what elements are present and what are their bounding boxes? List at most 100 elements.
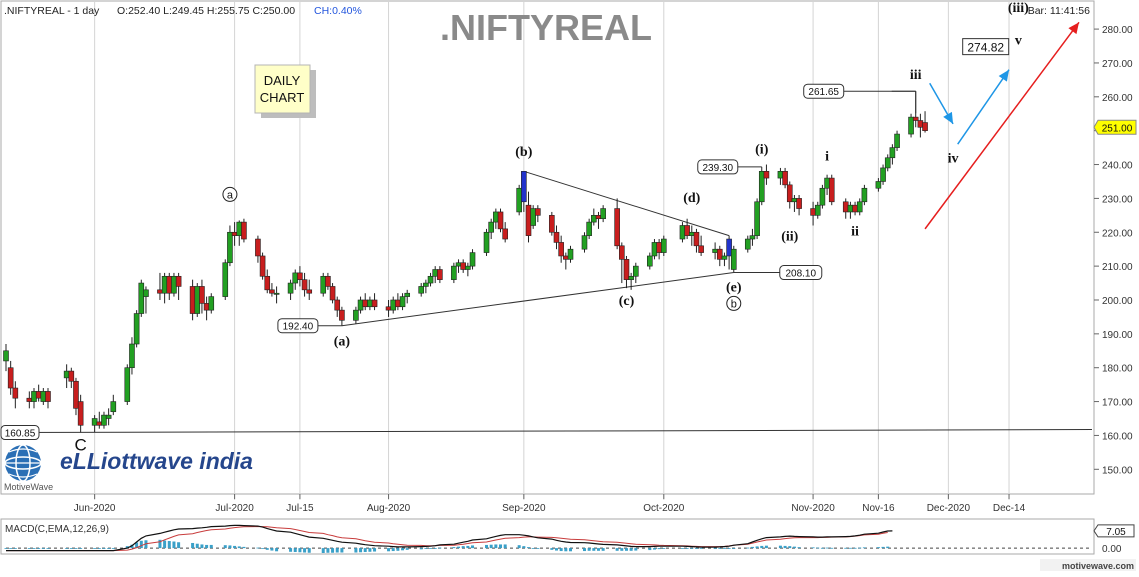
candle [497,208,504,233]
app-name: MotiveWave [4,482,53,492]
macd-histogram-bar [727,548,731,549]
macd-histogram-bar [13,548,17,549]
macd-histogram-bar [461,546,465,549]
candle [693,228,700,253]
candle [12,381,19,409]
candle [521,171,527,212]
macd-histogram-bar [261,548,265,549]
macd-histogram-bar [97,548,101,549]
candle [763,164,770,185]
macd-histogram-bar [433,548,437,549]
forecast-arrow [924,21,1080,230]
candle [819,184,826,209]
macd-histogram-bar [522,546,526,549]
macd-histogram-bar [783,545,787,549]
wave-label: (e) [726,281,742,296]
macd-line [6,524,893,552]
candle [101,411,107,429]
y-tick-label: 180.00 [1102,364,1133,375]
macd-histogram-bar [788,546,792,549]
macd-histogram-bar [718,548,722,549]
footer-site: motivewave.com [1062,561,1134,571]
y-tick-label: 210.00 [1102,262,1133,273]
y-tick-label: 220.00 [1102,228,1133,239]
candle [437,266,443,284]
macd-histogram-bar [592,548,596,551]
candle [628,272,634,290]
macd-histogram-bar [471,545,475,549]
macd-histogram-bar [167,541,171,549]
macd-histogram-bar [629,548,633,551]
candle [241,218,247,243]
price-tag-label: 208.10 [785,269,816,280]
candle [716,245,723,267]
wave-label: a [222,186,238,202]
triangle-trendline [523,170,730,237]
candle [469,249,476,270]
macd-histogram-bar [713,548,717,549]
macd-histogram-bar [326,548,330,553]
macd-histogram-bar [46,548,50,549]
macd-histogram-bar [177,542,181,549]
macd-histogram-bar [4,548,8,549]
macd-histogram-bar [233,545,237,549]
candle [133,310,140,348]
note-line-2: CHART [260,90,305,105]
candle [814,201,821,219]
triangle-trendline [341,272,734,327]
macd-histogram-bar [648,548,652,551]
macd-histogram-bar [256,547,260,549]
macd-histogram-bar [27,548,31,549]
candle [646,252,653,270]
macd-histogram-bar [163,540,167,549]
macd-histogram-bar [559,548,563,552]
candle [418,283,425,297]
macd-histogram-bar [876,547,880,549]
candle [749,228,756,246]
price-tag-label: 239.30 [702,163,733,174]
macd-histogram-bar [596,548,600,551]
wave-label: b [726,295,742,311]
macd-histogram-bar [396,548,400,551]
candle [633,262,639,284]
bar-time: Bar: 11:41:56 [1028,5,1090,17]
wave-label: C [75,436,87,455]
x-tick-label: Jul-2020 [215,503,254,514]
x-tick-label: Dec-2020 [927,503,971,514]
macd-value-marker: 7.05 [1093,524,1135,538]
wave-label-text: a [227,189,234,201]
candle [423,279,429,294]
macd-histogram-bar [503,544,507,549]
macd-histogram-bar [69,548,73,549]
macd-histogram-bar [368,548,372,552]
y-tick-label: 170.00 [1102,398,1133,409]
forecast-arrow [957,69,1010,145]
macd-histogram-bar [289,548,293,552]
macd-histogram-bar [499,544,503,549]
candle [581,232,588,253]
macd-histogram-bar [209,544,213,549]
macd-histogram-bar [820,547,824,549]
macd-histogram-bar [139,540,143,549]
candle [730,245,737,273]
macd-histogram-bar [517,545,521,549]
candle [549,211,555,236]
projection-target: 274.82 [962,38,1010,56]
candle [744,235,751,253]
watermark-title: .NIFTYREAL [440,7,652,48]
macd-histogram-bar [457,546,461,549]
macd-histogram-bar [74,548,78,549]
macd-histogram-bar [452,547,456,549]
macd-histogram-bar [321,548,325,553]
macd-histogram-bar [158,539,162,549]
macd-histogram-bar [195,543,199,549]
candle [399,293,406,311]
macd-histogram-bar [359,548,363,553]
candle [660,235,667,256]
macd-histogram-bar [792,546,796,549]
candle [465,262,471,277]
candle [7,360,14,395]
candle [516,184,522,216]
macd-histogram-bar [37,548,41,549]
